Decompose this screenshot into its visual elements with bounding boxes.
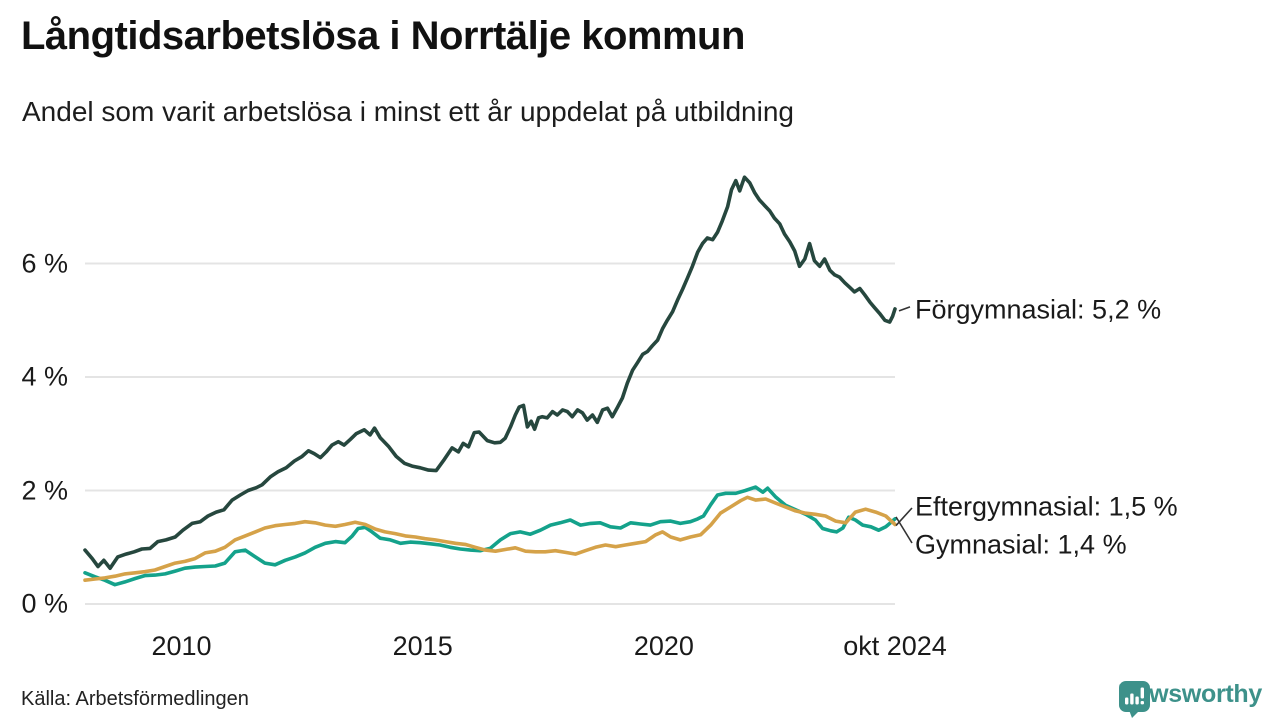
chart-title: Långtidsarbetslösa i Norrtälje kommun [21,14,745,58]
y-tick-6: 6 % [21,248,68,278]
x-tick-2015: 2015 [392,631,453,661]
x-tick-2010: 2010 [151,631,212,661]
series-line-förgymnasial [83,175,897,571]
series-line-eftergymnasial [83,485,897,587]
newsworthy-logo-icon [1118,681,1150,718]
leader-forgymnasial [898,306,911,312]
leader-gymnasial [895,516,913,544]
x-tick-2020: 2020 [633,631,694,661]
source-note: Källa: Arbetsförmedlingen [21,688,249,710]
chart-subtitle: Andel som varit arbetslösa i minst ett å… [22,96,794,127]
y-tick-2: 2 % [21,475,68,505]
end-label-förgymnasial: Förgymnasial: 5,2 % [915,294,1162,325]
end-label-eftergymnasial: Eftergymnasial: 1,5 % [915,491,1178,522]
leader-eftergymnasial [895,507,913,527]
x-tick-okt-2024: okt 2024 [843,631,947,661]
y-tick-4: 4 % [21,361,68,392]
end-label-gymnasial: Gymnasial: 1,4 % [915,529,1127,560]
newsworthy-brand: Newsworthy [1118,680,1262,718]
y-tick-0: 0 % [21,588,68,619]
series-line-gymnasial [83,495,897,583]
